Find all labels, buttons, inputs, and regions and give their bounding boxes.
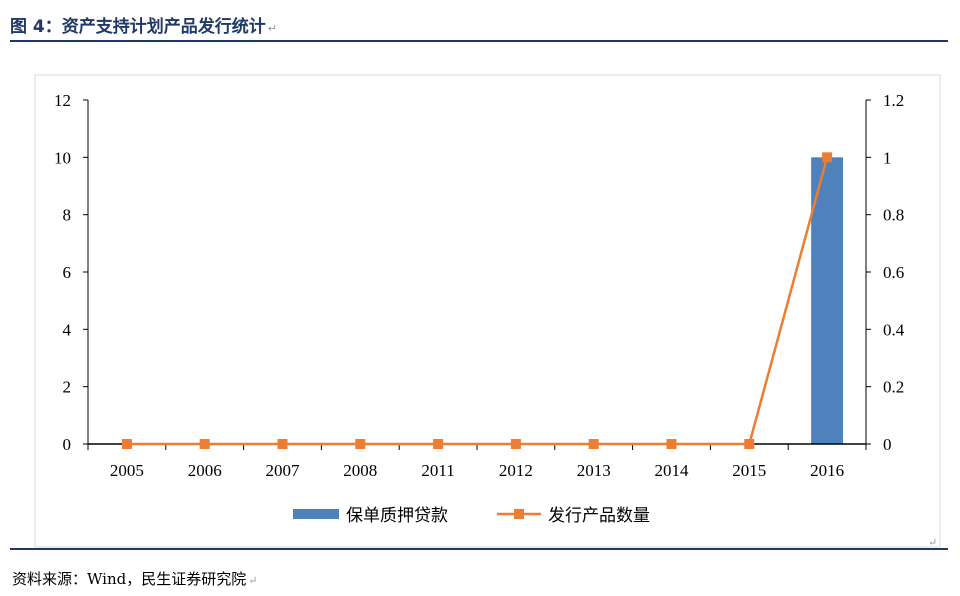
y-left-tick-label: 0 [63, 435, 72, 454]
figure-title-text: 图 4：资产支持计划产品发行统计 [10, 17, 266, 37]
line-point-2005 [121, 439, 132, 449]
y-right-tick-label: 0.6 [883, 263, 904, 282]
y-right-tick-label: 0 [883, 435, 892, 454]
x-tick-label: 2007 [266, 461, 301, 480]
y-right-tick-label: 0.2 [883, 378, 904, 397]
title-rule [10, 40, 948, 42]
x-tick-label: 2012 [499, 461, 533, 480]
legend-label-line: 发行产品数量 [548, 506, 650, 526]
y-left-tick-label: 2 [63, 378, 72, 397]
legend-swatch-marker [514, 509, 524, 519]
legend: 保单质押贷款 发行产品数量 [293, 506, 650, 526]
x-tick-label: 2005 [110, 461, 144, 480]
line-point-2013 [588, 439, 599, 449]
line-point-2011 [433, 439, 444, 449]
x-tick-label: 2016 [810, 461, 844, 480]
line-point-2008 [355, 439, 366, 449]
line-series [121, 152, 833, 449]
tick-labels: 0 2 4 6 8 10 12 0 0.2 0.4 0.6 0.8 1 1.2 2005 2006 2007 20… [54, 91, 905, 480]
y-right-tick-label: 1.2 [883, 91, 904, 110]
source-rule [10, 548, 948, 550]
axes [83, 99, 871, 450]
x-tick-label: 2011 [421, 461, 454, 480]
paragraph-mark-icon: ↵ [267, 22, 277, 35]
chart-frame [34, 74, 941, 548]
line-point-2014 [666, 439, 677, 449]
y-left-tick-label: 12 [54, 91, 71, 110]
y-right-tick-label: 0.8 [883, 206, 904, 225]
y-right-tick-label: 0.4 [883, 320, 905, 339]
x-tick-label: 2013 [577, 461, 611, 480]
source-note: 资料来源：Wind，民生证券研究院 ↵ [12, 568, 257, 589]
x-tick-label: 2008 [343, 461, 377, 480]
y-left-tick-label: 6 [63, 263, 72, 282]
paragraph-mark-icon: ↵ [928, 536, 938, 549]
legend-label-bar: 保单质押贷款 [346, 506, 448, 526]
legend-swatch-bar [293, 509, 339, 519]
x-tick-label: 2014 [655, 461, 690, 480]
line-point-2016 [822, 152, 833, 163]
x-tick-label: 2006 [188, 461, 222, 480]
y-left-tick-label: 4 [63, 320, 72, 339]
x-tick-label: 2015 [732, 461, 766, 480]
series-line-发行产品数量 [126, 157, 829, 446]
bar-2016 [811, 157, 844, 445]
y-left-tick-label: 10 [54, 148, 71, 167]
figure-title: 图 4：资产支持计划产品发行统计 ↵ [10, 12, 277, 37]
line-point-2012 [510, 439, 521, 449]
source-text: 资料来源：Wind，民生证券研究院 [12, 570, 247, 588]
line-point-2007 [277, 439, 288, 449]
line-point-2006 [199, 439, 210, 449]
bar-series [811, 157, 844, 445]
line-point-2015 [744, 439, 755, 449]
y-left-tick-label: 8 [63, 206, 72, 225]
paragraph-mark-icon: ↵ [248, 574, 258, 587]
y-right-tick-label: 1 [883, 148, 892, 167]
